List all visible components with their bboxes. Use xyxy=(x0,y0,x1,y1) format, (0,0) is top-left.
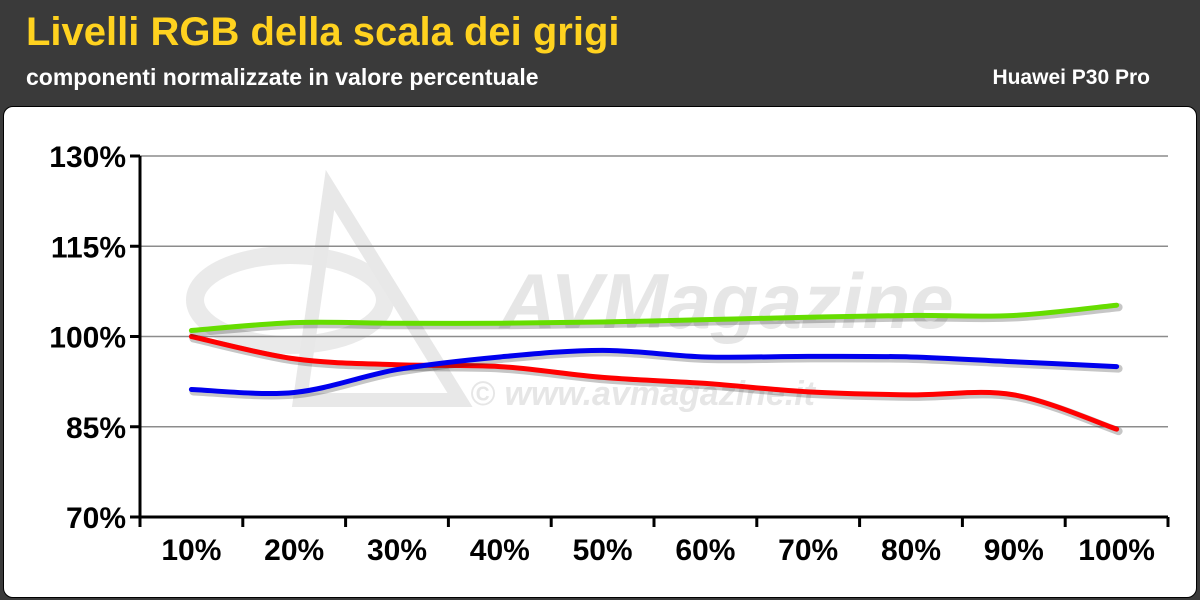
x-tick-label: 60% xyxy=(675,534,735,567)
y-axis-ticks: 70% 85% 100% 115% 130% xyxy=(49,141,140,535)
device-name: Huawei P30 Pro xyxy=(992,66,1150,89)
chart-title: Livelli RGB della scala dei grigi xyxy=(26,10,620,54)
x-tick-label: 70% xyxy=(778,534,838,567)
y-tick-label: 115% xyxy=(51,231,126,264)
x-tick-label: 50% xyxy=(573,534,633,567)
green-series-line xyxy=(188,302,1120,333)
red-series-line xyxy=(188,334,1120,432)
chart-subtitle: componenti normalizzate in valore percen… xyxy=(26,64,539,90)
x-tick-label: 80% xyxy=(881,534,941,567)
x-tick-label: 30% xyxy=(367,534,427,567)
y-tick-label: 130% xyxy=(49,141,126,174)
grid-lines xyxy=(140,155,1168,428)
y-tick-label: 85% xyxy=(66,412,126,445)
x-tick-label: 40% xyxy=(470,534,530,567)
y-tick-label: 100% xyxy=(49,322,126,355)
x-tick-label: 90% xyxy=(984,534,1044,567)
series-lines xyxy=(188,302,1123,436)
blue-series-line xyxy=(188,347,1120,396)
y-tick-label: 70% xyxy=(66,502,126,535)
x-axis-ticks: 10% 20% 30% 40% 50% 60% 70% 80% 90% 100% xyxy=(138,517,1170,567)
watermark-brand: AVMagazine xyxy=(498,257,954,345)
x-tick-label: 20% xyxy=(264,534,324,567)
x-tick-label: 100% xyxy=(1078,534,1155,567)
chart-header: Livelli RGB della scala dei grigi compon… xyxy=(0,0,1200,104)
x-tick-label: 10% xyxy=(161,534,221,567)
